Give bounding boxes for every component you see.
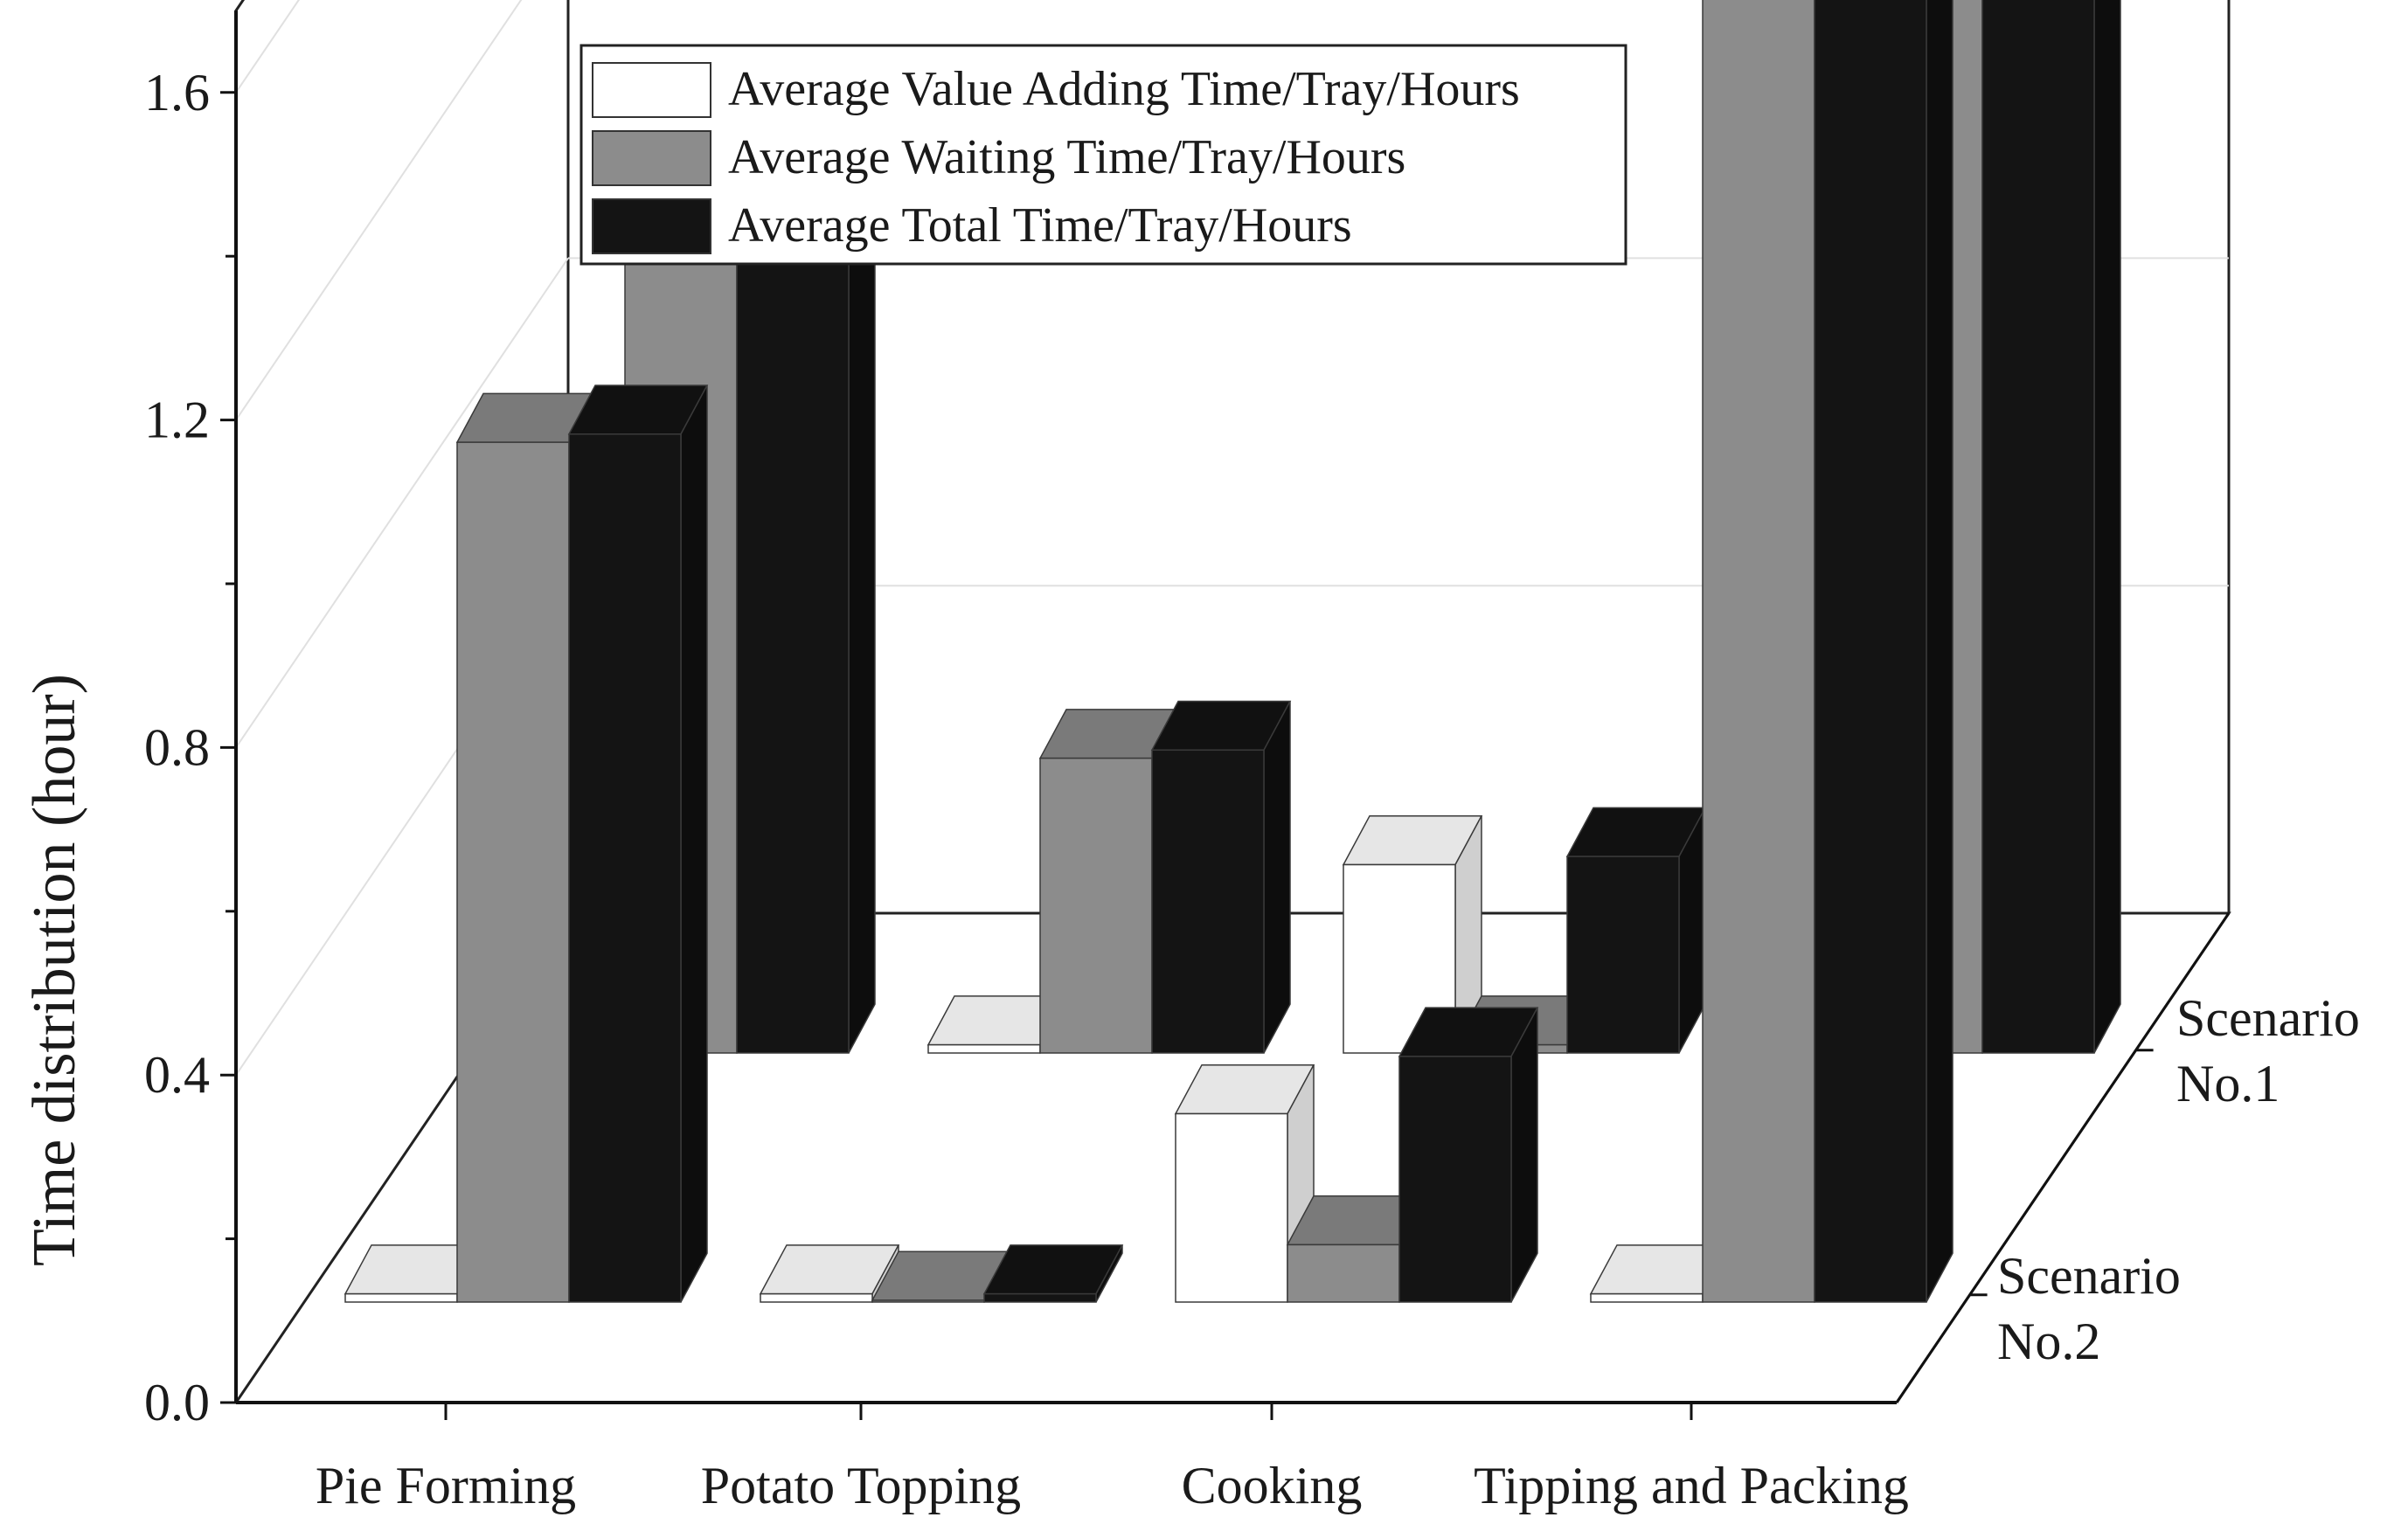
legend-swatch-0 xyxy=(592,62,711,118)
bars-scenario-no2 xyxy=(344,0,1953,1303)
back-wall xyxy=(2227,0,2231,913)
y-axis-title: Time distribution (hour) xyxy=(21,674,88,1266)
bar-no1-c0-s2-side xyxy=(848,135,876,1054)
bar-no2-c0-s0-front xyxy=(344,1292,458,1303)
bar-no1-c1-s2-side xyxy=(1263,701,1291,1054)
legend: Average Value Adding Time/Tray/Hours Aver… xyxy=(579,44,1627,266)
bar-no2-c0-s2-side xyxy=(680,384,708,1303)
legend-entry-1: Average Waiting Time/Tray/Hours xyxy=(728,130,1405,184)
gridline-side-3 xyxy=(235,0,301,94)
bar-no1-c3-s2-side xyxy=(2093,0,2121,1054)
bar-no2-c3-s0-front xyxy=(1590,1292,1704,1303)
bar-no2-c2-s0-front xyxy=(1175,1112,1288,1303)
bar-no2-c3-s2-front xyxy=(1814,0,1927,1303)
bar-no2-c3-s1-front xyxy=(1702,0,1815,1303)
bar-no2-c1-s2-front xyxy=(983,1292,1097,1303)
y-tick-label-4: 1.6 xyxy=(144,64,210,121)
bar-no1-c3-s2 xyxy=(1981,0,2121,1054)
y-tick-label-1: 0.4 xyxy=(144,1046,210,1104)
bar-no2-c1-s0-front xyxy=(760,1292,873,1303)
bar-no2-c0-s2 xyxy=(567,384,709,1303)
bar-no1-c3-s2-front xyxy=(1981,0,2095,1054)
bar-no2-c2-s0 xyxy=(1174,1063,1315,1303)
y-tick-label-2: 0.8 xyxy=(144,718,210,776)
bar-no2-c3-s2-side xyxy=(1926,0,1953,1303)
gridline-side-1 xyxy=(235,257,569,748)
bar-no1-c2-s2-front xyxy=(1566,856,1680,1054)
depth-axis-line xyxy=(1895,912,2231,1403)
bar-no2-c2-s1-front xyxy=(1287,1244,1400,1303)
bar-no1-c2-s2 xyxy=(1565,807,1707,1054)
x-category-label-3: Tipping and Packing xyxy=(1474,1457,1909,1514)
legend-swatch-2 xyxy=(592,198,711,254)
depth-label-1-line-1: No.1 xyxy=(2176,1055,2280,1112)
bar-no2-c1-s2 xyxy=(982,1244,1124,1303)
bar-no1-c1-s1 xyxy=(1038,709,1180,1054)
bar-no2-c3-s2 xyxy=(1814,0,1953,1303)
x-category-label-0: Pie Forming xyxy=(316,1457,576,1514)
bar-no1-c1-s2-front xyxy=(1151,749,1265,1054)
y-tick-label-0: 0.0 xyxy=(144,1374,210,1431)
bar-no1-c1-s0-front xyxy=(927,1043,1041,1054)
bar-no1-c0-s2 xyxy=(735,135,877,1054)
legend-swatch-1 xyxy=(592,130,711,186)
bar-no2-c2-s2-side xyxy=(1510,1007,1538,1303)
bar-no2-c2-s2 xyxy=(1398,1007,1539,1303)
depth-label-1-line-0: Scenario xyxy=(2176,989,2360,1047)
depth-label-0-line-0: Scenario xyxy=(1997,1247,2181,1305)
bar-no2-c0-s1-front xyxy=(456,441,570,1303)
bar-no1-c1-s1-front xyxy=(1039,757,1153,1054)
bar-no1-c0-s2-front xyxy=(736,184,850,1054)
bar-no2-c1-s1-front xyxy=(871,1299,985,1303)
legend-entry-2: Average Total Time/Tray/Hours xyxy=(728,198,1352,253)
gridline-side-2 xyxy=(235,0,523,421)
legend-entry-0: Average Value Adding Time/Tray/Hours xyxy=(728,62,1520,116)
legend-box xyxy=(579,44,1627,266)
x-category-label-2: Cooking xyxy=(1182,1457,1363,1514)
depth-label-0-line-1: No.2 xyxy=(1997,1313,2100,1370)
bar-no1-c1-s2 xyxy=(1150,700,1292,1054)
y-tick-label-3: 1.2 xyxy=(144,391,210,449)
axes: 0.0 0.4 0.8 1.2 1.6 Time distribution (hour) P… xyxy=(21,10,2360,1514)
bar-no2-c2-s2-front xyxy=(1398,1056,1512,1303)
x-category-label-1: Potato Topping xyxy=(701,1457,1021,1514)
bar-no2-c0-s2-front xyxy=(568,433,682,1303)
